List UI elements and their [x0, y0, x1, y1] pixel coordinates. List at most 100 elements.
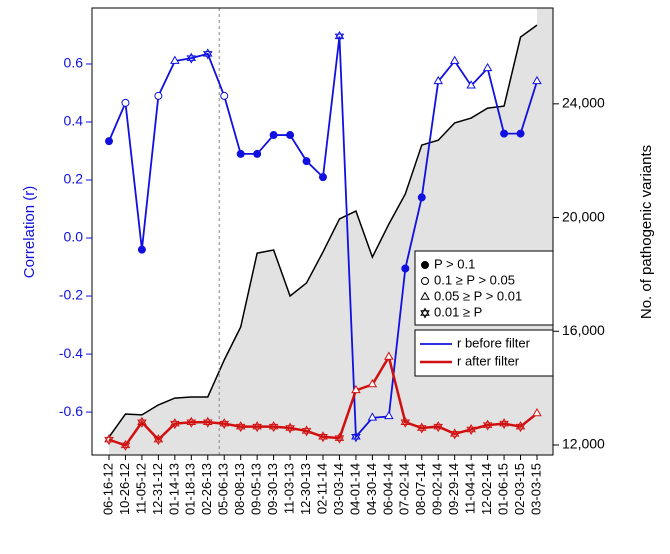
x-tick-label: 06-04-14: [380, 463, 395, 515]
x-tick-label: 08-08-13: [232, 463, 247, 515]
area-fill: [109, 8, 553, 455]
x-tick-label: 01-06-15: [496, 463, 511, 515]
x-tick-label: 09-30-13: [265, 463, 280, 515]
x-tick-label: 09-02-14: [430, 463, 445, 515]
marker: [319, 173, 327, 182]
marker: [384, 410, 394, 420]
marker: [302, 157, 311, 166]
y-tick-label: -0.2: [59, 287, 83, 303]
marker: [154, 91, 163, 100]
marker: [466, 80, 476, 89]
marker: [516, 129, 525, 138]
x-tick-label: 03-03-14: [331, 463, 346, 515]
marker: [449, 55, 460, 64]
legend-marker: [421, 277, 429, 285]
marker: [482, 62, 493, 72]
legend-label: 0.01 ≥ P: [434, 304, 482, 319]
x-tick-label: 02-03-15: [512, 463, 527, 515]
marker: [500, 129, 509, 138]
x-tick-label: 04-01-14: [347, 463, 362, 515]
legend-box: [414, 250, 554, 326]
y-tick-label: 0.4: [64, 113, 84, 129]
series-line: [108, 353, 538, 447]
marker: [417, 193, 426, 202]
marker: [351, 431, 361, 443]
marker: [433, 75, 444, 85]
marker: [219, 418, 230, 430]
marker: [286, 131, 295, 140]
y2-tick-label: 16,000: [562, 322, 605, 338]
x-tick-label: 10-26-12: [117, 463, 132, 515]
marker: [318, 431, 328, 443]
marker: [285, 422, 295, 434]
marker: [236, 149, 245, 158]
x-tick-label: 09-29-14: [446, 463, 461, 515]
legend-label: r after filter: [457, 353, 520, 368]
y-tick-label: 0.6: [64, 55, 84, 71]
marker: [121, 98, 130, 107]
y2-tick-label: 12,000: [562, 436, 605, 452]
marker: [384, 351, 394, 360]
marker: [466, 423, 476, 435]
x-tick-label: 01-18-13: [183, 463, 198, 515]
legend-label: 0.05 ≥ P > 0.01: [434, 288, 522, 303]
x-tick-label: 06-16-12: [100, 463, 115, 515]
y2-tick-label: 24,000: [562, 95, 605, 111]
marker: [351, 384, 361, 394]
x-tick-label: 09-05-13: [249, 463, 264, 515]
marker: [449, 428, 460, 440]
marker: [515, 421, 526, 433]
y-tick-label: -0.6: [59, 403, 83, 419]
x-tick-label: 04-30-14: [364, 463, 379, 515]
marker: [499, 418, 509, 430]
x-tick-label: 03-03-15: [528, 463, 543, 515]
x-tick-label: 12-31-12: [150, 463, 165, 515]
marker: [153, 434, 164, 446]
marker: [202, 416, 213, 428]
y2-tick-label: 20,000: [562, 208, 605, 224]
x-tick-label: 11-04-14: [463, 463, 478, 514]
marker: [482, 419, 493, 431]
x-tick-label: 02-11-14: [314, 463, 329, 514]
marker: [268, 421, 279, 433]
marker: [400, 416, 411, 428]
marker: [532, 75, 542, 85]
x-tick-label: 11-05-12: [133, 463, 148, 514]
marker: [401, 264, 410, 273]
marker: [433, 421, 444, 433]
legend-marker: [421, 261, 429, 269]
legend-box: [414, 329, 554, 377]
x-tick-label: 05-06-13: [216, 463, 231, 515]
marker: [334, 432, 345, 444]
x-tick-label: 11-03-13: [282, 463, 297, 514]
marker: [186, 416, 197, 428]
marker: [170, 418, 180, 430]
marker: [137, 416, 147, 428]
marker: [269, 131, 278, 140]
x-tick-label: 08-07-14: [413, 463, 428, 515]
x-tick-label: 02-26-13: [199, 463, 214, 515]
y-axis-label: Correlation (r): [21, 186, 38, 279]
marker: [202, 48, 213, 60]
x-tick-label: 12-02-14: [479, 463, 494, 515]
y-tick-label: -0.4: [59, 345, 83, 361]
legend-marker: [420, 307, 430, 319]
marker: [120, 439, 131, 451]
marker: [367, 412, 378, 421]
y-tick-label: 0.0: [64, 229, 84, 245]
y-tick-label: 0.2: [64, 171, 84, 187]
y2-axis-label: No. of pathogenic variants: [638, 145, 655, 319]
marker: [235, 421, 246, 433]
legend-label: r before filter: [457, 335, 531, 350]
marker: [105, 137, 113, 146]
marker: [137, 245, 146, 254]
legend-label: P > 0.1: [434, 256, 475, 271]
marker: [170, 55, 180, 64]
marker: [186, 52, 197, 64]
x-tick-label: 07-02-14: [397, 463, 412, 515]
marker: [416, 422, 427, 434]
legend-marker: [420, 291, 430, 300]
marker: [252, 421, 262, 433]
area-line: [108, 24, 538, 438]
